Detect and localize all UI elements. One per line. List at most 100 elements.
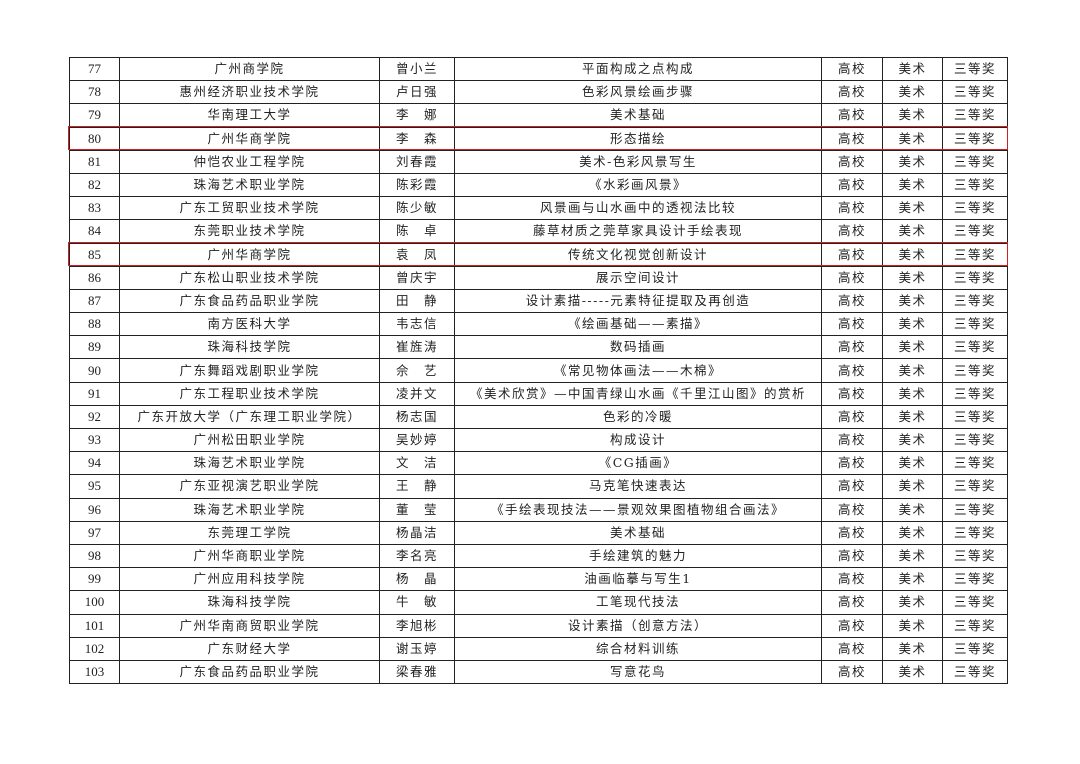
author-name: 卢日强 (379, 80, 455, 105)
award-level: 三等奖 (942, 474, 1008, 499)
category: 高校 (821, 219, 883, 244)
award-level: 三等奖 (942, 358, 1008, 383)
school-name: 广东舞蹈戏剧职业学院 (119, 358, 380, 383)
award-level: 三等奖 (942, 567, 1008, 592)
author-name: 李 森 (379, 126, 455, 151)
work-title: 设计素描-----元素特征提取及再创造 (454, 288, 822, 314)
author-name: 李 娜 (379, 103, 455, 128)
school-name: 珠海艺术职业学院 (119, 451, 380, 476)
school-name: 珠海科技学院 (119, 335, 380, 360)
row-number: 84 (69, 219, 120, 244)
work-title: 《美术欣赏》—中国青绿山水画《千里江山图》的赏析 (454, 381, 822, 406)
author-name: 杨志国 (379, 404, 455, 430)
school-name: 广州应用科技学院 (119, 567, 380, 592)
work-title: 藤草材质之莞草家具设计手绘表现 (454, 219, 822, 244)
category: 高校 (821, 149, 883, 174)
school-name: 广州松田职业学院 (119, 427, 380, 453)
row-number: 86 (69, 265, 120, 290)
work-title: 构成设计 (454, 427, 822, 453)
work-title: 马克笔快速表达 (454, 474, 822, 499)
table-row: 81 仲恺农业工程学院 刘春霞 美术-色彩风景写生 高校 美术 三等奖 (69, 149, 1008, 174)
school-name: 广州商学院 (119, 56, 380, 82)
award-level: 三等奖 (942, 636, 1008, 661)
school-name: 珠海艺术职业学院 (119, 172, 380, 198)
work-title: 手绘建筑的魅力 (454, 543, 822, 569)
award-level: 三等奖 (942, 404, 1008, 430)
category: 高校 (821, 613, 883, 638)
award-level: 三等奖 (942, 219, 1008, 244)
author-name: 梁春雅 (379, 659, 455, 685)
row-number: 95 (69, 474, 120, 499)
subject: 美术 (882, 474, 943, 499)
author-name: 李名亮 (379, 543, 455, 569)
category: 高校 (821, 196, 883, 221)
author-name: 谢玉婷 (379, 636, 455, 661)
subject: 美术 (882, 219, 943, 244)
category: 高校 (821, 312, 883, 337)
row-number: 82 (69, 172, 120, 198)
table-row: 80 广州华商学院李 森形态描绘 高校 美术 三等奖 (69, 126, 1008, 151)
row-number: 98 (69, 543, 120, 569)
work-title: 色彩的冷暖 (454, 404, 822, 430)
author-name: 陈少敏 (379, 196, 455, 221)
school-name: 珠海科技学院 (119, 590, 380, 615)
subject: 美术 (882, 265, 943, 290)
school-name: 广东工贸职业技术学院 (119, 196, 380, 221)
subject: 美术 (882, 288, 943, 314)
award-level: 三等奖 (942, 497, 1008, 522)
table-row: 79 华南理工大学李 娜美术基础 高校 美术 三等奖 (69, 103, 1008, 128)
category: 高校 (821, 636, 883, 661)
subject: 美术 (882, 659, 943, 685)
row-number: 103 (69, 659, 120, 685)
award-level: 三等奖 (942, 265, 1008, 290)
award-level: 三等奖 (942, 126, 1008, 151)
category: 高校 (821, 103, 883, 128)
work-title: 美术基础 (454, 520, 822, 545)
category: 高校 (821, 520, 883, 545)
subject: 美术 (882, 451, 943, 476)
row-number: 83 (69, 196, 120, 221)
subject: 美术 (882, 567, 943, 592)
school-name: 广东亚视演艺职业学院 (119, 474, 380, 499)
award-level: 三等奖 (942, 451, 1008, 476)
subject: 美术 (882, 172, 943, 198)
award-level: 三等奖 (942, 659, 1008, 685)
work-title: 《绘画基础——素描》 (454, 312, 822, 337)
row-number: 91 (69, 381, 120, 406)
subject: 美术 (882, 312, 943, 337)
award-table: 77 广州商学院 曾小兰 平面构成之点构成 高校 美术 三等奖 78 惠州经济职业技术学院 卢日强… (69, 56, 1008, 685)
category: 高校 (821, 474, 883, 499)
category: 高校 (821, 288, 883, 314)
category: 高校 (821, 56, 883, 82)
row-number: 96 (69, 497, 120, 522)
table-row: 97 东莞理工学院 杨晶洁 美术基础 高校 美术 三等奖 (69, 520, 1008, 545)
table-row: 83 广东工贸职业技术学院 陈少敏 风景画与山水画中的透视法比较 高校 美术 三等奖 (69, 196, 1008, 221)
table-row: 78 惠州经济职业技术学院 卢日强 色彩风景绘画步骤 高校 美术 三等奖 (69, 80, 1008, 105)
category: 高校 (821, 497, 883, 522)
school-name: 广州华商学院 (119, 126, 380, 151)
author-name: 崔旌涛 (379, 335, 455, 360)
row-number: 81 (69, 149, 120, 174)
work-title: 《CG插画》 (454, 451, 822, 476)
award-level: 三等奖 (942, 335, 1008, 360)
author-name: 杨 晶 (379, 567, 455, 592)
table-row: 101 广州华南商贸职业学院 李旭彬 设计素描（创意方法） 高校 美术 三等奖 (69, 613, 1008, 638)
work-title: 美术基础 (454, 103, 822, 128)
work-title: 工笔现代技法 (454, 590, 822, 615)
school-name: 广东松山职业技术学院 (119, 265, 380, 290)
award-level: 三等奖 (942, 196, 1008, 221)
school-name: 东莞职业技术学院 (119, 219, 380, 244)
row-number: 93 (69, 427, 120, 453)
row-number: 79 (69, 103, 120, 128)
award-level: 三等奖 (942, 590, 1008, 615)
row-number: 77 (69, 56, 120, 82)
category: 高校 (821, 172, 883, 198)
row-number: 92 (69, 404, 120, 430)
category: 高校 (821, 451, 883, 476)
author-name: 凌并文 (379, 381, 455, 406)
award-level: 三等奖 (942, 613, 1008, 638)
work-title: 写意花鸟 (454, 659, 822, 685)
school-name: 东莞理工学院 (119, 520, 380, 545)
school-name: 广州华商学院 (119, 242, 380, 267)
award-level: 三等奖 (942, 242, 1008, 267)
